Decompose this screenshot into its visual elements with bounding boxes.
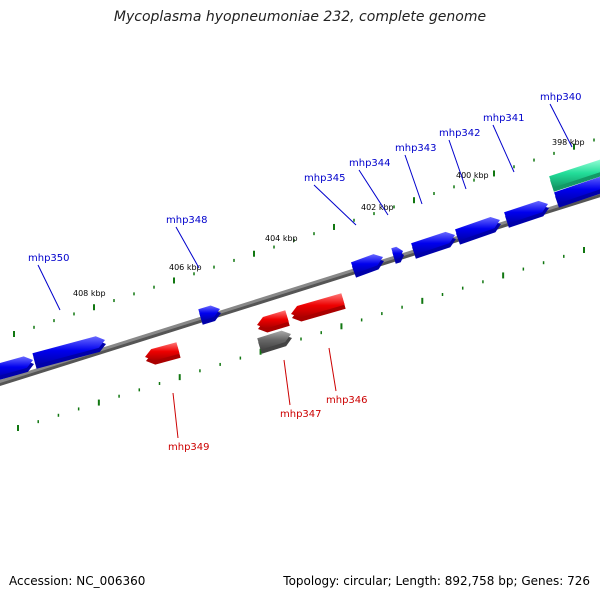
backbone-shadow [0, 191, 600, 387]
scale-label: 406 kbp [169, 263, 202, 272]
gene-arrow-other-body [257, 330, 291, 350]
gene-label-mhp346[interactable]: mhp346 [326, 395, 368, 406]
label-leader-mhp344 [358, 169, 389, 216]
gene-arrow-mhp342-body [455, 216, 500, 241]
gene-features [0, 159, 600, 381]
gene-label-mhp342[interactable]: mhp342 [439, 128, 481, 139]
map-title: Mycoplasma hyopneumoniae 232, complete g… [113, 9, 487, 25]
gene-arrow-partial-right-body [554, 176, 600, 204]
scale-label: 400 kbp [456, 171, 489, 180]
gene-arrow-partial-left-body [0, 356, 33, 376]
gene-label-mhp349[interactable]: mhp349 [168, 442, 210, 453]
scale-label: 402 kbp [361, 203, 394, 212]
gene-arrow-mhp349[interactable] [145, 342, 181, 365]
gene-label-mhp343[interactable]: mhp343 [395, 143, 437, 154]
scale-label: 408 kbp [73, 289, 106, 298]
gene-arrow-mhp340[interactable] [549, 159, 600, 192]
accession-text: Accession: NC_006360 [9, 574, 146, 588]
gene-arrow-partial-left[interactable] [0, 356, 34, 381]
gene-arrow-mhp346-body [291, 293, 345, 318]
label-leader-mhp348 [175, 226, 200, 269]
label-leader-mhp343 [404, 154, 423, 205]
label-leader-mhp345 [313, 184, 357, 226]
gene-arrow-mhp341[interactable] [504, 200, 549, 228]
gene-arrow-mhp346[interactable] [291, 293, 346, 322]
gene-arrow-other[interactable] [257, 330, 292, 354]
gene-arrow-mhp343[interactable] [411, 231, 456, 259]
topology-summary: Topology: circular; Length: 892,758 bp; … [283, 574, 590, 588]
gene-arrow-mhp344-body [391, 246, 403, 260]
gene-arrow-mhp350-body [32, 336, 105, 365]
gene-label-mhp345[interactable]: mhp345 [304, 173, 346, 184]
label-leader-mhp340 [549, 103, 573, 148]
gene-arrow-mhp340-body [549, 159, 600, 188]
gene-label-mhp341[interactable]: mhp341 [483, 113, 525, 124]
gene-arrow-mhp349-body [145, 342, 180, 361]
label-leader-mhp347 [283, 359, 291, 406]
label-leader-mhp342 [448, 139, 467, 190]
label-leader-mhp349 [172, 392, 179, 439]
gene-arrow-mhp341-body [504, 200, 548, 224]
gene-arrow-mhp347-body [257, 310, 289, 329]
label-leader-mhp346 [328, 347, 337, 392]
scale-ticks: 398 kbp 400 kbp 402 kbp 404 kbp 406 kbp 408 k… [13, 138, 595, 431]
gene-arrow-mhp350[interactable] [32, 336, 106, 369]
gene-label-mhp347[interactable]: mhp347 [280, 409, 322, 420]
gene-arrow-mhp343-body [411, 231, 455, 255]
gene-label-mhp344[interactable]: mhp344 [349, 158, 391, 169]
gene-label-mhp348[interactable]: mhp348 [166, 215, 208, 226]
gene-arrow-mhp344[interactable] [391, 246, 404, 264]
gene-arrow-mhp348-body [198, 305, 220, 321]
label-leader-mhp341 [492, 124, 515, 173]
gene-arrow-mhp345-body [350, 254, 383, 274]
gene-arrow-mhp348[interactable] [198, 305, 221, 325]
label-leader-mhp350 [37, 264, 61, 311]
scale-label: 404 kbp [265, 234, 298, 243]
scale-label: 398 kbp [552, 138, 585, 147]
gene-arrow-partial-right[interactable] [554, 175, 600, 208]
gene-arrow-mhp342[interactable] [455, 216, 501, 245]
gene-label-mhp350[interactable]: mhp350 [28, 253, 70, 264]
gene-arrow-mhp347[interactable] [257, 310, 290, 333]
gene-arrow-mhp345[interactable] [350, 254, 384, 278]
gene-label-mhp340[interactable]: mhp340 [540, 92, 582, 103]
